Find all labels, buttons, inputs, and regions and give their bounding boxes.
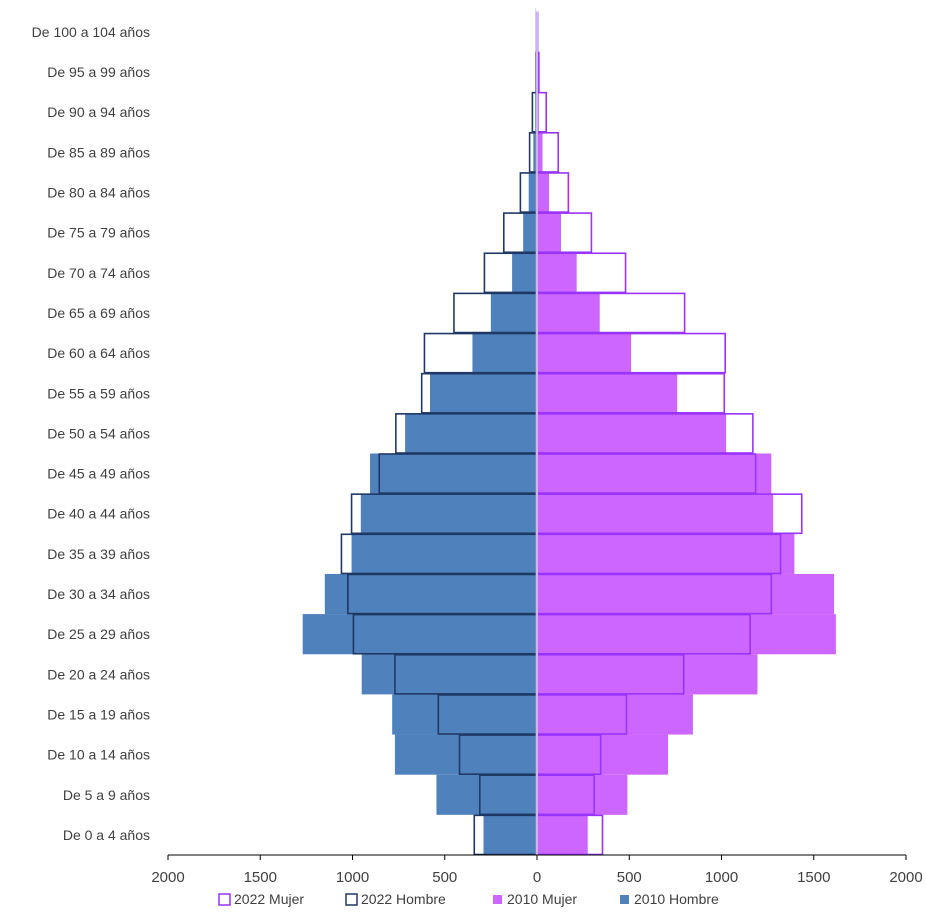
bar-2010-mujer-6 <box>537 573 835 615</box>
legend: 2022 Mujer 2022 Hombre 2010 Mujer 2010 Homb… <box>218 891 719 907</box>
category-label-1: De 5 a 9 años <box>63 787 150 803</box>
bar-2010-mujer-9 <box>537 453 772 494</box>
legend-swatch-2022-mujer <box>218 893 231 906</box>
legend-label-2010-hombre: 2010 Hombre <box>634 891 719 907</box>
category-label-19: De 95 a 99 años <box>47 64 150 80</box>
x-tick-label-2: 1000 <box>336 869 369 886</box>
bar-2010-mujer-0 <box>537 814 588 855</box>
bar-2010-hombre-6 <box>324 573 537 615</box>
category-label-9: De 45 a 49 años <box>47 466 150 482</box>
bar-2010-mujer-17 <box>537 132 543 173</box>
bar-2010-mujer-16 <box>537 172 549 213</box>
x-axis: 2000 1500 1000 500 0 500 1000 1500 2000 <box>151 854 923 886</box>
category-label-18: De 90 a 94 años <box>47 104 150 120</box>
category-label-17: De 85 a 89 años <box>47 144 150 160</box>
bar-2010-mujer-15 <box>537 212 561 253</box>
bar-2010-mujer-4 <box>537 654 758 695</box>
bar-2010-mujer-8 <box>537 493 774 534</box>
bar-2010-mujer-5 <box>537 614 836 655</box>
bar-2010-hombre-1 <box>436 774 537 815</box>
bar-2010-hombre-16 <box>528 172 537 213</box>
category-label-13: De 65 a 69 años <box>47 305 150 321</box>
bar-2010-hombre-15 <box>523 212 537 253</box>
bar-2010-mujer-3 <box>537 694 693 735</box>
x-tick-label-3: 500 <box>432 869 457 886</box>
bar-2010-mujer-14 <box>537 252 577 293</box>
category-label-6: De 30 a 34 años <box>47 586 150 602</box>
bar-2010-mujer-18 <box>537 92 539 133</box>
bar-2010-mujer-11 <box>537 373 678 414</box>
bar-2010-hombre-14 <box>512 252 537 293</box>
bar-2010-mujer-1 <box>537 774 628 815</box>
category-label-10: De 50 a 54 años <box>47 425 150 441</box>
legend-label-2022-mujer: 2022 Mujer <box>234 891 304 907</box>
bar-2010-hombre-5 <box>302 614 537 655</box>
category-label-12: De 60 a 64 años <box>47 345 150 361</box>
x-tick-label-0: 2000 <box>151 869 184 886</box>
legend-label-2010-mujer: 2010 Mujer <box>507 891 577 907</box>
category-labels: De 0 a 4 años De 5 a 9 años De 10 a 14 año… <box>32 24 150 843</box>
x-tick-label-4: 0 <box>533 869 541 886</box>
bar-2010-hombre-0 <box>483 814 537 855</box>
category-label-4: De 20 a 24 años <box>47 666 150 682</box>
bar-2010-hombre-11 <box>429 373 537 414</box>
legend-label-2022-hombre: 2022 Hombre <box>361 891 446 907</box>
legend-swatch-2022-hombre <box>345 893 358 906</box>
category-label-7: De 35 a 39 años <box>47 546 150 562</box>
category-label-14: De 70 a 74 años <box>47 265 150 281</box>
bar-2010-hombre-3 <box>392 694 537 735</box>
legend-swatch-2010-mujer <box>493 895 502 904</box>
category-label-2: De 10 a 14 años <box>47 747 150 763</box>
bar-2010-hombre-7 <box>351 533 537 574</box>
bar-2010-hombre-9 <box>370 453 537 494</box>
x-tick-label-7: 1500 <box>797 869 830 886</box>
bar-2010-mujer-12 <box>537 333 632 374</box>
bar-2010-hombre-8 <box>360 493 537 534</box>
category-label-3: De 15 a 19 años <box>47 706 150 722</box>
x-tick-label-8: 2000 <box>889 869 922 886</box>
bar-2010-mujer-2 <box>537 734 668 775</box>
legend-swatch-2010-hombre <box>620 895 629 904</box>
center-axis-line-layer <box>535 8 538 855</box>
category-label-0: De 0 a 4 años <box>63 827 150 843</box>
category-label-15: De 75 a 79 años <box>47 225 150 241</box>
bars-2010-layer <box>302 11 836 855</box>
bar-2010-hombre-10 <box>405 413 537 454</box>
category-label-5: De 25 a 29 años <box>47 626 150 642</box>
bar-2010-mujer-10 <box>537 413 727 454</box>
category-label-20: De 100 a 104 años <box>32 24 150 40</box>
category-label-8: De 40 a 44 años <box>47 506 150 522</box>
bar-2010-hombre-12 <box>472 333 537 374</box>
x-tick-label-6: 1000 <box>705 869 738 886</box>
bar-2010-hombre-2 <box>394 734 537 775</box>
x-tick-label-5: 500 <box>617 869 642 886</box>
category-label-16: De 80 a 84 años <box>47 185 150 201</box>
category-label-11: De 55 a 59 años <box>47 385 150 401</box>
bar-2010-hombre-17 <box>533 132 537 173</box>
bar-2010-mujer-7 <box>537 533 795 574</box>
bar-2010-hombre-13 <box>490 292 537 334</box>
bar-2010-mujer-13 <box>537 292 600 334</box>
bar-2010-hombre-4 <box>361 654 537 695</box>
x-tick-label-1: 1500 <box>244 869 277 886</box>
